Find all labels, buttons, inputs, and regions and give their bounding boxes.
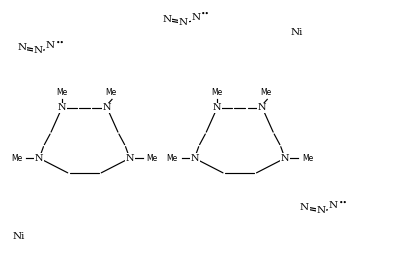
- Text: N: N: [58, 103, 66, 112]
- Text: ••: ••: [201, 10, 210, 18]
- Text: ••: ••: [339, 198, 348, 207]
- Text: Me: Me: [11, 155, 22, 164]
- Text: N: N: [281, 154, 289, 163]
- Text: N: N: [103, 103, 111, 112]
- Text: Ni: Ni: [13, 232, 25, 240]
- Text: N: N: [258, 103, 266, 112]
- Text: N: N: [33, 46, 43, 55]
- Text: N: N: [316, 206, 326, 215]
- Text: N: N: [191, 13, 200, 22]
- Text: N: N: [213, 103, 221, 112]
- Text: Me: Me: [302, 155, 313, 164]
- Text: Me: Me: [166, 155, 178, 164]
- Text: Me: Me: [56, 88, 68, 97]
- Text: Me: Me: [147, 155, 158, 164]
- Text: N: N: [300, 203, 309, 212]
- Text: N: N: [329, 201, 338, 210]
- Text: N: N: [190, 154, 199, 163]
- Text: ••: ••: [56, 38, 65, 47]
- Text: N: N: [35, 154, 44, 163]
- Text: N: N: [46, 42, 55, 50]
- Text: Me: Me: [211, 88, 223, 97]
- Text: N: N: [125, 154, 134, 163]
- Text: Me: Me: [261, 88, 272, 97]
- Text: N: N: [179, 18, 188, 27]
- Text: Me: Me: [105, 88, 117, 97]
- Text: N: N: [17, 43, 26, 52]
- Text: N: N: [162, 15, 172, 24]
- Text: Ni: Ni: [290, 28, 303, 37]
